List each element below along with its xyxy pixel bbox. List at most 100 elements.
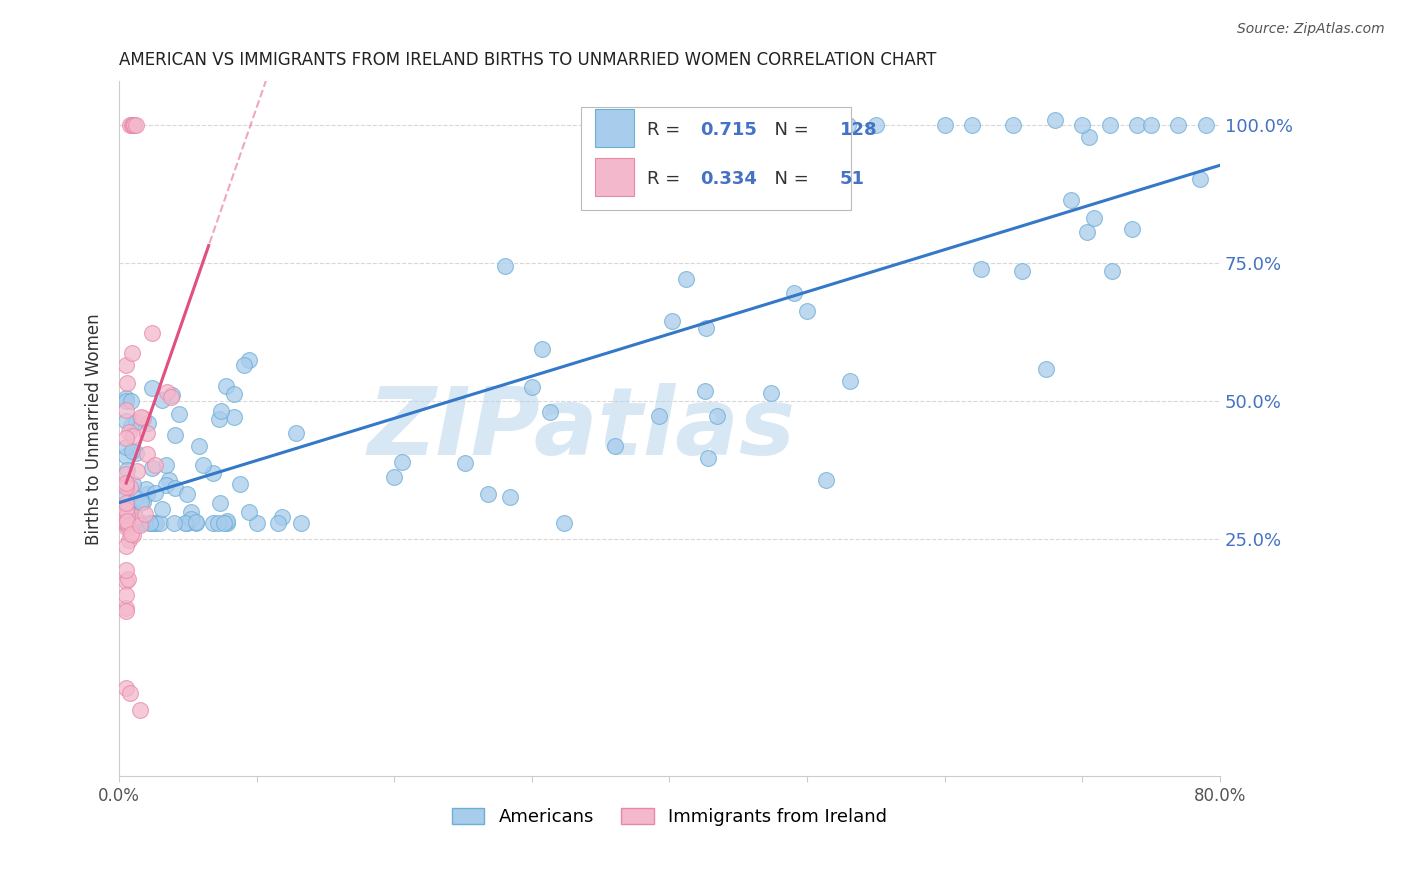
Point <box>191 458 214 473</box>
Point <box>167 407 190 421</box>
Point <box>1002 119 1025 133</box>
Point <box>121 516 143 530</box>
Point <box>115 516 138 530</box>
Point <box>382 469 405 483</box>
Point <box>115 480 138 494</box>
Point <box>695 384 717 398</box>
Text: 51: 51 <box>839 169 865 188</box>
Point <box>477 487 499 501</box>
Point <box>135 487 157 501</box>
Point <box>129 517 152 532</box>
Point <box>186 515 208 529</box>
Point <box>499 491 522 505</box>
FancyBboxPatch shape <box>595 109 634 147</box>
Point <box>115 403 138 417</box>
Point <box>173 516 195 530</box>
Point <box>163 428 186 442</box>
Point <box>155 477 177 491</box>
Text: R =: R = <box>648 169 686 188</box>
Point <box>115 358 138 372</box>
Point <box>115 499 138 513</box>
Point <box>120 516 142 530</box>
Point <box>217 514 239 528</box>
Point <box>125 491 148 506</box>
Point <box>1071 119 1094 133</box>
Point <box>675 272 697 286</box>
Point <box>124 119 146 133</box>
FancyBboxPatch shape <box>582 107 851 210</box>
Point <box>1101 264 1123 278</box>
Point <box>960 119 983 133</box>
Point <box>201 516 224 530</box>
Point <box>1140 119 1163 133</box>
Point <box>970 262 993 277</box>
Point <box>180 512 202 526</box>
Point <box>135 482 157 496</box>
Point <box>138 516 160 530</box>
Point <box>139 516 162 530</box>
Point <box>522 380 544 394</box>
Point <box>201 467 224 481</box>
Point <box>1059 193 1081 207</box>
Point <box>163 481 186 495</box>
Point <box>697 451 720 466</box>
Point <box>209 496 232 510</box>
Point <box>695 320 717 334</box>
Point <box>1121 221 1143 235</box>
Point <box>141 461 163 475</box>
Point <box>155 458 177 472</box>
Point <box>215 378 238 392</box>
Point <box>125 464 148 478</box>
Text: 128: 128 <box>839 120 877 138</box>
Point <box>120 686 142 700</box>
Point <box>115 539 138 553</box>
Point <box>122 477 145 491</box>
Point <box>115 516 138 530</box>
Point <box>143 516 166 530</box>
Point <box>1076 225 1098 239</box>
Point <box>160 390 183 404</box>
Point <box>129 410 152 425</box>
Point <box>117 518 139 533</box>
Point <box>1043 112 1066 127</box>
Point <box>121 119 143 133</box>
Point <box>145 516 167 530</box>
Point <box>118 425 141 439</box>
Point <box>222 387 245 401</box>
Point <box>115 431 138 445</box>
Point <box>122 119 145 133</box>
Point <box>141 381 163 395</box>
Point <box>115 503 138 517</box>
Point <box>1195 119 1218 133</box>
Point <box>1189 171 1212 186</box>
Text: Source: ZipAtlas.com: Source: ZipAtlas.com <box>1237 22 1385 37</box>
Point <box>138 516 160 530</box>
Point <box>783 285 806 300</box>
Point <box>215 516 238 530</box>
Point <box>115 467 138 481</box>
Point <box>1078 129 1101 144</box>
Point <box>1035 361 1057 376</box>
Point <box>934 119 956 133</box>
Point <box>136 447 159 461</box>
Point <box>176 516 198 530</box>
Point <box>115 681 138 695</box>
Point <box>706 409 728 423</box>
Point <box>115 587 138 601</box>
Point <box>115 499 138 513</box>
Point <box>136 416 159 430</box>
Point <box>160 388 183 402</box>
Point <box>115 574 138 588</box>
Point <box>115 508 138 522</box>
Point <box>127 516 149 530</box>
Point <box>127 516 149 530</box>
Point <box>271 510 294 524</box>
Point <box>163 516 186 530</box>
Point <box>1098 119 1121 133</box>
Point <box>124 510 146 524</box>
Point <box>120 526 142 541</box>
Point <box>129 495 152 509</box>
Point <box>761 386 783 401</box>
Point <box>115 502 138 516</box>
Point <box>120 419 142 434</box>
